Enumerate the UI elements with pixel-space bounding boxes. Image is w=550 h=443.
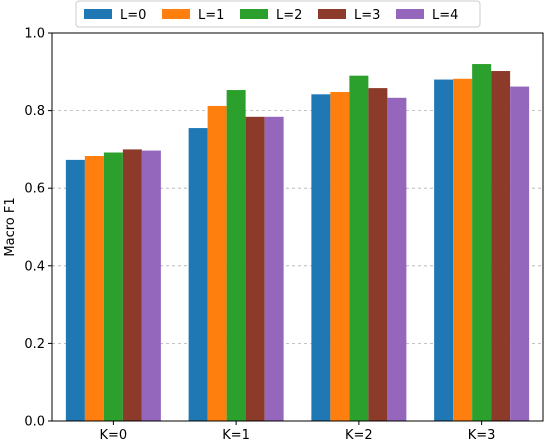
bar-L=3-K=0 — [122, 149, 142, 421]
bar-L=2-K=3 — [472, 64, 492, 421]
bar-L=3-K=3 — [491, 71, 511, 422]
bar-L=2-K=1 — [226, 90, 246, 421]
x-tick-label: K=0 — [100, 428, 128, 443]
y-tick-label: 0.0 — [24, 415, 45, 430]
y-tick-label: 0.8 — [24, 104, 45, 119]
axes — [51, 32, 544, 422]
y-tick-label: 0.6 — [24, 182, 45, 197]
legend-box — [75, 0, 481, 28]
bar-L=3-K=1 — [245, 116, 265, 422]
bar-L=4-K=2 — [387, 97, 407, 422]
legend-swatch-L=3 — [318, 9, 346, 19]
y-tick-label: 0.4 — [24, 259, 45, 274]
y-axis-ticks: 0.0 0.2 0.4 0.6 0.8 1.0 — [24, 27, 52, 430]
legend-label: L=4 — [432, 8, 458, 23]
y-tick-label: 1.0 — [24, 27, 45, 42]
legend-swatch-L=4 — [396, 9, 424, 19]
bars — [65, 64, 530, 422]
legend-swatch-L=2 — [240, 9, 268, 19]
x-tick-label: K=2 — [345, 428, 373, 443]
y-axis-label: Macro F1 — [3, 197, 18, 256]
bar-L=3-K=2 — [368, 88, 388, 421]
legend-label: L=2 — [276, 8, 302, 23]
legend: L=0 L=1 L=2 L=3 L=4 — [75, 0, 481, 28]
bar-L=4-K=1 — [264, 116, 284, 422]
legend-label: L=0 — [120, 8, 146, 23]
bar-L=1-K=0 — [84, 155, 104, 421]
bar-L=0-K=2 — [311, 94, 331, 421]
x-tick-label: K=1 — [222, 428, 250, 443]
bar-L=2-K=0 — [103, 152, 123, 421]
legend-swatch-L=1 — [162, 9, 190, 19]
bar-L=1-K=3 — [453, 78, 473, 421]
legend-swatch-L=0 — [84, 9, 112, 19]
legend-label: L=1 — [198, 8, 224, 23]
legend-label: L=3 — [354, 8, 380, 23]
x-tick-label: K=3 — [468, 428, 496, 443]
bar-L=0-K=0 — [65, 159, 85, 421]
x-axis-ticks: K=0 K=1 K=2 K=3 — [100, 421, 496, 443]
bar-L=4-K=0 — [141, 150, 161, 421]
bar-L=2-K=2 — [349, 75, 369, 422]
bar-L=1-K=2 — [330, 91, 350, 421]
plot-frame — [51, 32, 544, 422]
y-tick-label: 0.2 — [24, 337, 45, 352]
bar-L=0-K=1 — [188, 128, 208, 421]
bar-L=0-K=3 — [434, 79, 454, 421]
bar-L=1-K=1 — [207, 105, 227, 421]
bar-L=4-K=3 — [510, 86, 530, 421]
